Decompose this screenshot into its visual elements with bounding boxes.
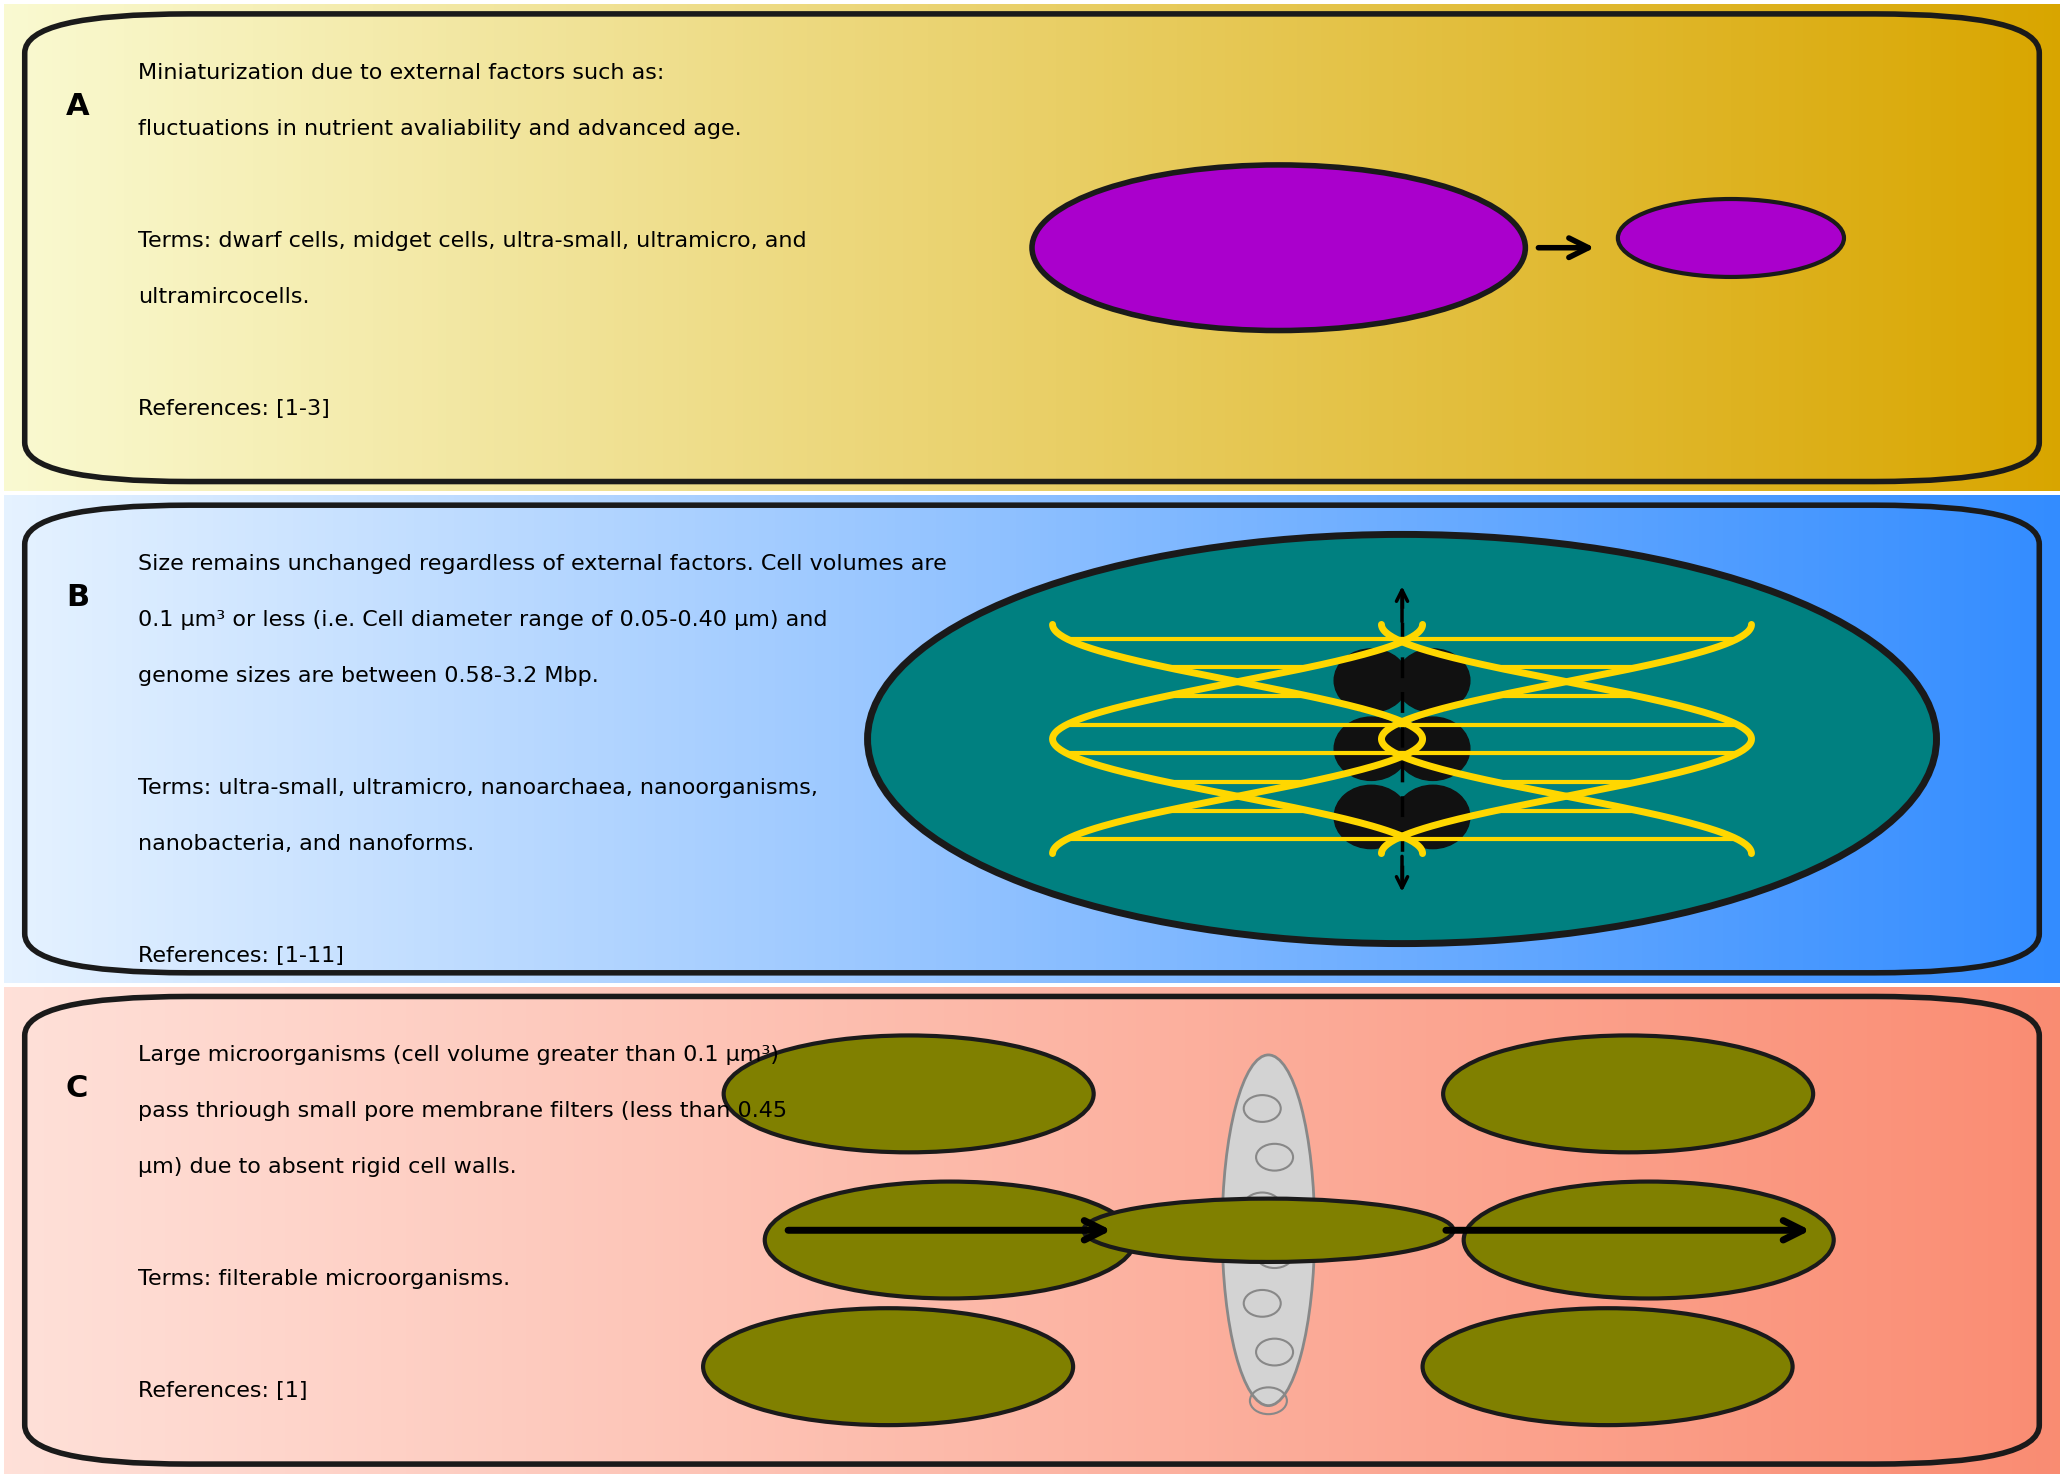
Text: ultramircocells.: ultramircocells.	[138, 287, 310, 307]
Text: μm) due to absent rigid cell walls.: μm) due to absent rigid cell walls.	[138, 1157, 516, 1176]
Ellipse shape	[1333, 649, 1408, 712]
Ellipse shape	[1333, 785, 1408, 848]
Text: B: B	[66, 584, 89, 612]
Text: Large microorganisms (cell volume greater than 0.1 μm³): Large microorganisms (cell volume greate…	[138, 1045, 778, 1066]
Text: A: A	[66, 92, 89, 121]
Ellipse shape	[1422, 1308, 1794, 1425]
Ellipse shape	[766, 1181, 1135, 1299]
Text: C: C	[66, 1075, 89, 1104]
Ellipse shape	[704, 1308, 1073, 1425]
Text: Terms: dwarf cells, midget cells, ultra-small, ultramicro, and: Terms: dwarf cells, midget cells, ultra-…	[138, 231, 807, 251]
Text: References: [1]: References: [1]	[138, 1382, 308, 1401]
Text: Miniaturization due to external factors such as:: Miniaturization due to external factors …	[138, 62, 665, 83]
Text: Terms: filterable microorganisms.: Terms: filterable microorganisms.	[138, 1270, 510, 1289]
Text: References: [1-3]: References: [1-3]	[138, 399, 330, 418]
Text: Size remains unchanged regardless of external factors. Cell volumes are: Size remains unchanged regardless of ext…	[138, 554, 947, 573]
Text: References: [1-11]: References: [1-11]	[138, 946, 345, 967]
Ellipse shape	[1443, 1036, 1812, 1153]
Text: 0.1 μm³ or less (i.e. Cell diameter range of 0.05-0.40 μm) and: 0.1 μm³ or less (i.e. Cell diameter rang…	[138, 610, 828, 630]
Ellipse shape	[1395, 717, 1470, 780]
Text: pass thriough small pore membrane filters (less than 0.45: pass thriough small pore membrane filter…	[138, 1101, 786, 1122]
Ellipse shape	[1333, 717, 1408, 780]
Ellipse shape	[1222, 1055, 1315, 1406]
Text: fluctuations in nutrient avaliability and advanced age.: fluctuations in nutrient avaliability an…	[138, 118, 741, 139]
Ellipse shape	[1395, 785, 1470, 848]
Ellipse shape	[1463, 1181, 1833, 1299]
Ellipse shape	[1084, 1199, 1453, 1262]
Ellipse shape	[724, 1036, 1094, 1153]
Ellipse shape	[867, 535, 1936, 943]
Text: nanobacteria, and nanoforms.: nanobacteria, and nanoforms.	[138, 834, 475, 854]
Ellipse shape	[1032, 166, 1525, 331]
Text: genome sizes are between 0.58-3.2 Mbp.: genome sizes are between 0.58-3.2 Mbp.	[138, 667, 599, 686]
Ellipse shape	[1618, 200, 1843, 276]
Ellipse shape	[1395, 649, 1470, 712]
Text: Terms: ultra-small, ultramicro, nanoarchaea, nanoorganisms,: Terms: ultra-small, ultramicro, nanoarch…	[138, 777, 817, 798]
